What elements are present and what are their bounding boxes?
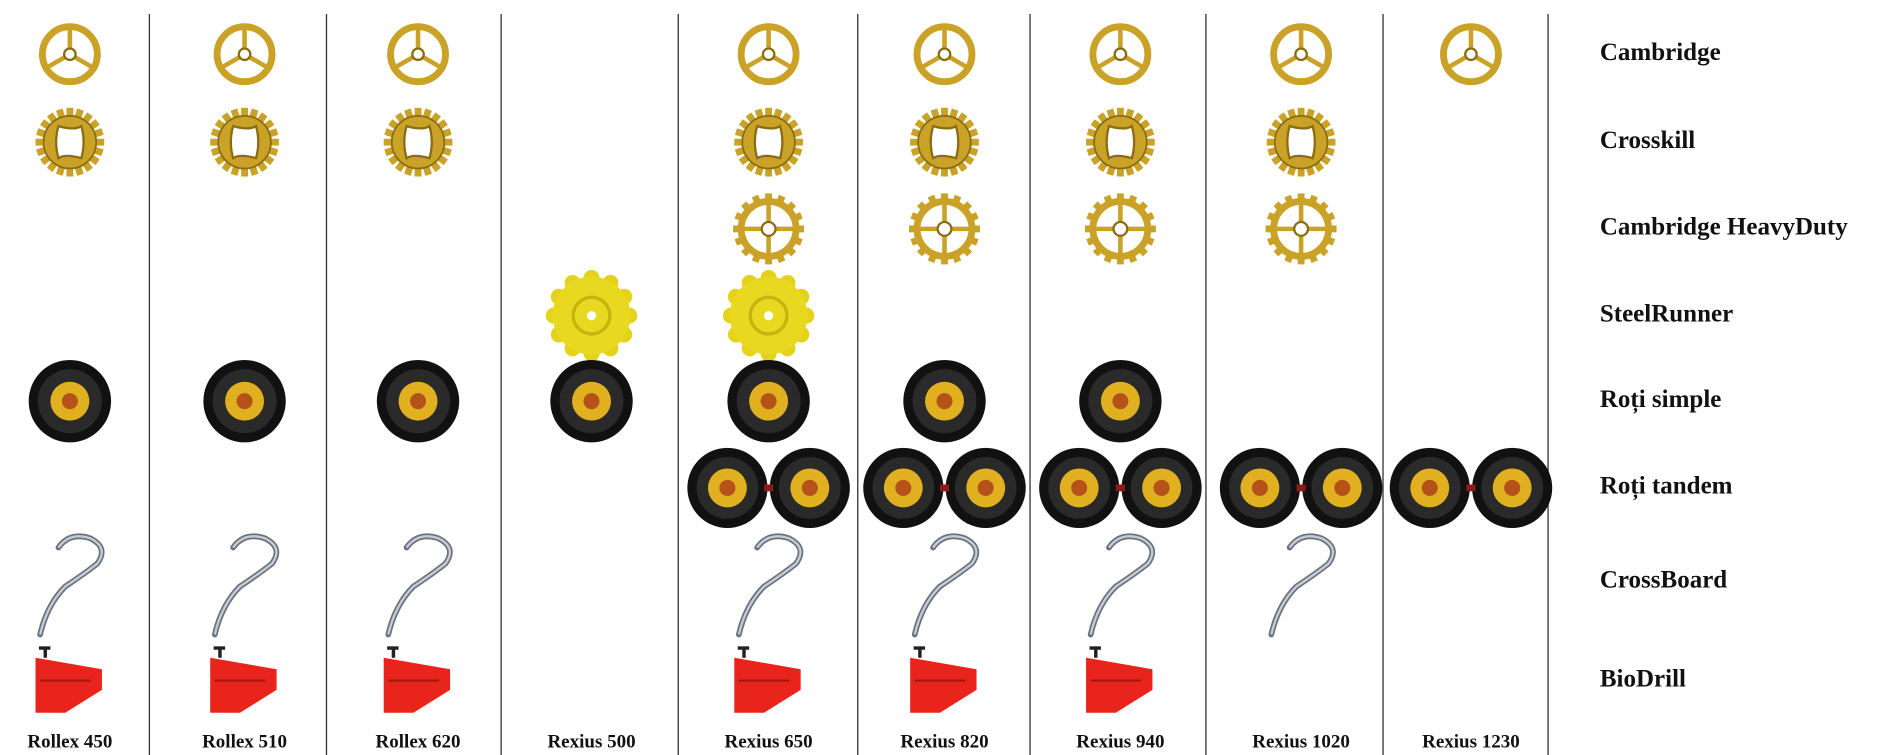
option-icon <box>1440 23 1502 86</box>
option-icon <box>910 646 977 713</box>
option-icon <box>910 107 979 177</box>
option-icon <box>383 646 451 713</box>
option-icon <box>550 359 633 443</box>
option-icon <box>734 107 803 177</box>
option-icon <box>1079 359 1162 443</box>
option-icon <box>911 533 980 638</box>
option-icon <box>210 646 277 713</box>
option-icon <box>1389 447 1553 528</box>
model-label: Rollex 620 <box>376 732 461 753</box>
option-icon <box>903 359 986 443</box>
option-icon <box>734 646 801 713</box>
option-icon <box>37 533 105 638</box>
option-icon <box>35 646 102 713</box>
option-icon <box>1087 533 1156 638</box>
model-label: Rexius 1020 <box>1252 732 1350 753</box>
option-icon <box>211 533 280 638</box>
option-icon <box>687 447 850 528</box>
option-icon <box>1270 23 1332 86</box>
option-icon <box>1268 533 1336 638</box>
row-label: SteelRunner <box>1600 300 1733 327</box>
option-icon <box>722 269 815 362</box>
row-label: CrossBoard <box>1600 567 1727 594</box>
option-icon <box>909 193 980 265</box>
option-icon <box>727 359 810 443</box>
option-icon <box>545 269 638 362</box>
option-icon <box>213 23 276 86</box>
option-icon <box>383 107 453 177</box>
row-label: Cambridge HeavyDuty <box>1600 214 1848 241</box>
option-icon <box>38 23 101 86</box>
model-label: Rexius 1230 <box>1422 732 1520 753</box>
option-icon <box>737 23 800 86</box>
option-icon <box>35 107 105 177</box>
option-icon <box>1084 193 1156 265</box>
option-icon <box>376 359 460 443</box>
model-label: Rexius 650 <box>725 732 813 753</box>
model-label: Rexius 500 <box>547 732 635 753</box>
model-label: Rollex 510 <box>202 732 287 753</box>
option-icon <box>1266 107 1336 177</box>
option-icon <box>1086 646 1153 713</box>
option-icon <box>1086 107 1155 177</box>
option-icon <box>863 447 1026 528</box>
option-icon <box>735 533 804 638</box>
row-label: Crosskill <box>1600 127 1695 154</box>
row-label: Cambridge <box>1600 39 1721 66</box>
option-icon <box>385 533 453 638</box>
option-icon <box>1039 447 1202 528</box>
row-label: Roți simple <box>1600 386 1722 414</box>
option-icon <box>210 107 279 177</box>
option-icon <box>387 23 449 86</box>
option-icon <box>203 359 286 443</box>
option-icon <box>733 193 805 265</box>
model-label: Rollex 450 <box>27 732 112 753</box>
model-label: Rexius 820 <box>900 732 988 753</box>
row-label: BioDrill <box>1600 665 1686 692</box>
option-icon <box>913 23 976 86</box>
option-icon <box>1219 447 1383 528</box>
row-label: Roți tandem <box>1600 473 1733 501</box>
option-icon <box>1089 23 1152 86</box>
option-icon <box>1265 193 1337 265</box>
option-icon <box>28 359 112 443</box>
model-label: Rexius 940 <box>1076 732 1164 753</box>
